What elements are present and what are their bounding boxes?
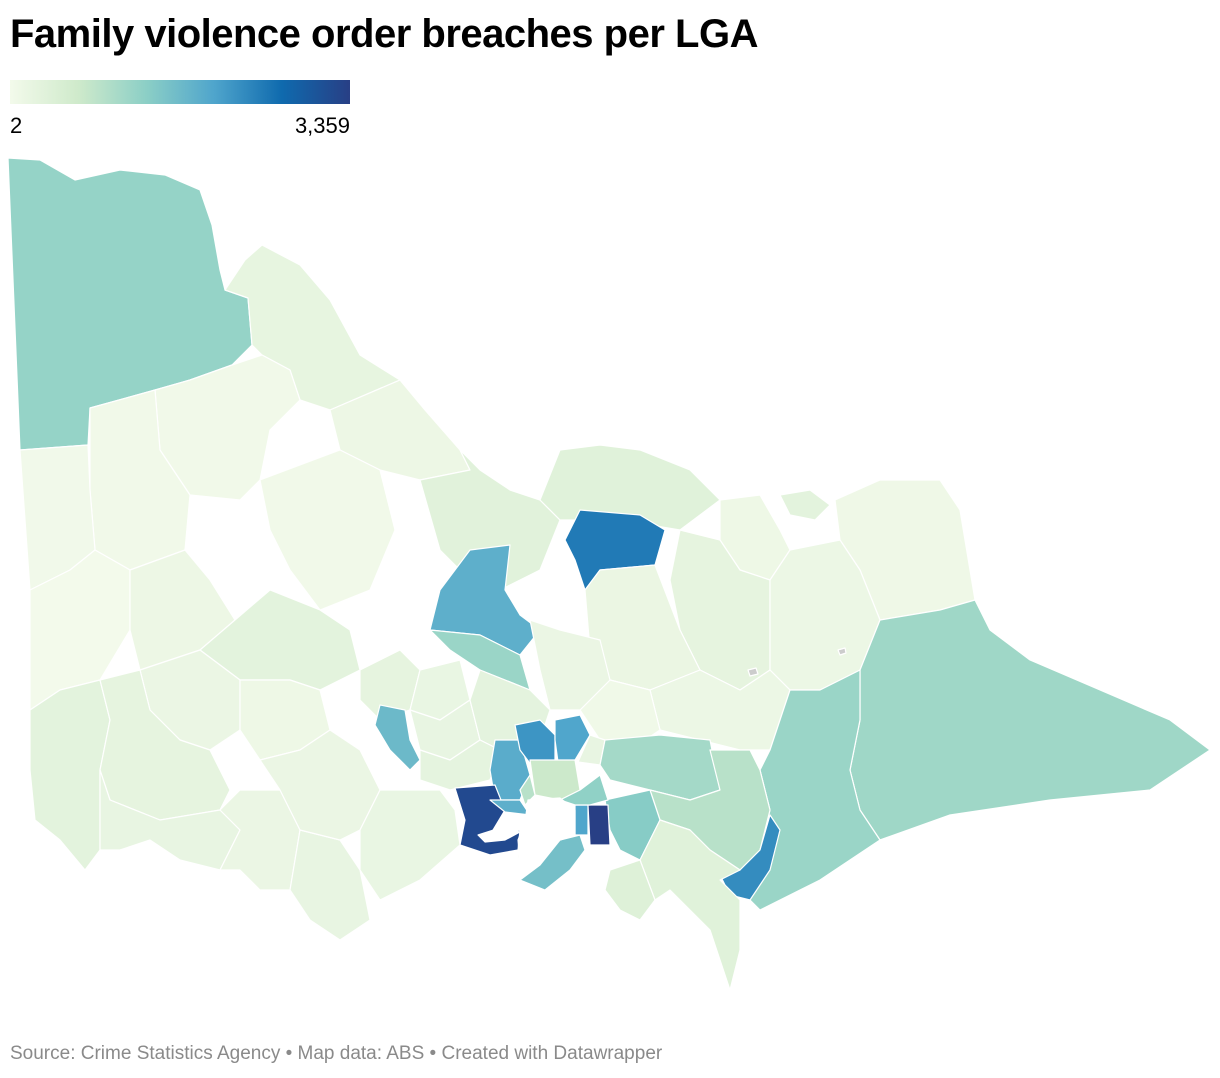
region-south-gippsland[interactable] xyxy=(639,819,741,991)
region-frankston[interactable] xyxy=(574,804,589,836)
no-data-patch xyxy=(747,667,759,677)
region-loddon[interactable] xyxy=(259,449,396,611)
port-phillip-bay xyxy=(517,797,576,866)
region-ballarat[interactable] xyxy=(374,704,421,771)
legend-gradient-bar xyxy=(10,80,350,104)
color-legend: 2 3,359 xyxy=(10,80,350,139)
region-latrobe[interactable] xyxy=(719,814,781,901)
corio-bay xyxy=(477,827,521,843)
region-wodonga[interactable] xyxy=(779,489,831,521)
chart-title: Family violence order breaches per LGA xyxy=(10,12,758,56)
source-footer: Source: Crime Statistics Agency • Map da… xyxy=(10,1043,663,1064)
region-metro-north[interactable] xyxy=(519,774,536,806)
choropleth-map xyxy=(7,157,1211,991)
legend-min-label: 2 xyxy=(10,113,23,138)
region-bass-coast[interactable] xyxy=(604,859,656,921)
region-colac-otway[interactable] xyxy=(289,829,371,941)
region-yarra-ranges[interactable] xyxy=(599,734,721,801)
region-mornington-peninsula[interactable] xyxy=(519,834,586,891)
legend-max-label: 3,359 xyxy=(294,113,350,138)
region-corangamite[interactable] xyxy=(219,789,301,891)
region-surf-coast[interactable] xyxy=(359,789,461,901)
region-southern-grampians[interactable] xyxy=(99,669,231,821)
region-murrindindi[interactable] xyxy=(529,619,611,711)
region-greater-bendigo[interactable] xyxy=(429,544,541,656)
region-casey[interactable] xyxy=(587,804,611,846)
region-east-gippsland[interactable] xyxy=(849,599,1211,841)
region-campaspe[interactable] xyxy=(419,449,561,591)
no-data-patch xyxy=(837,647,847,656)
region-metro-south[interactable] xyxy=(559,774,609,806)
region-glenelg[interactable] xyxy=(29,679,111,871)
